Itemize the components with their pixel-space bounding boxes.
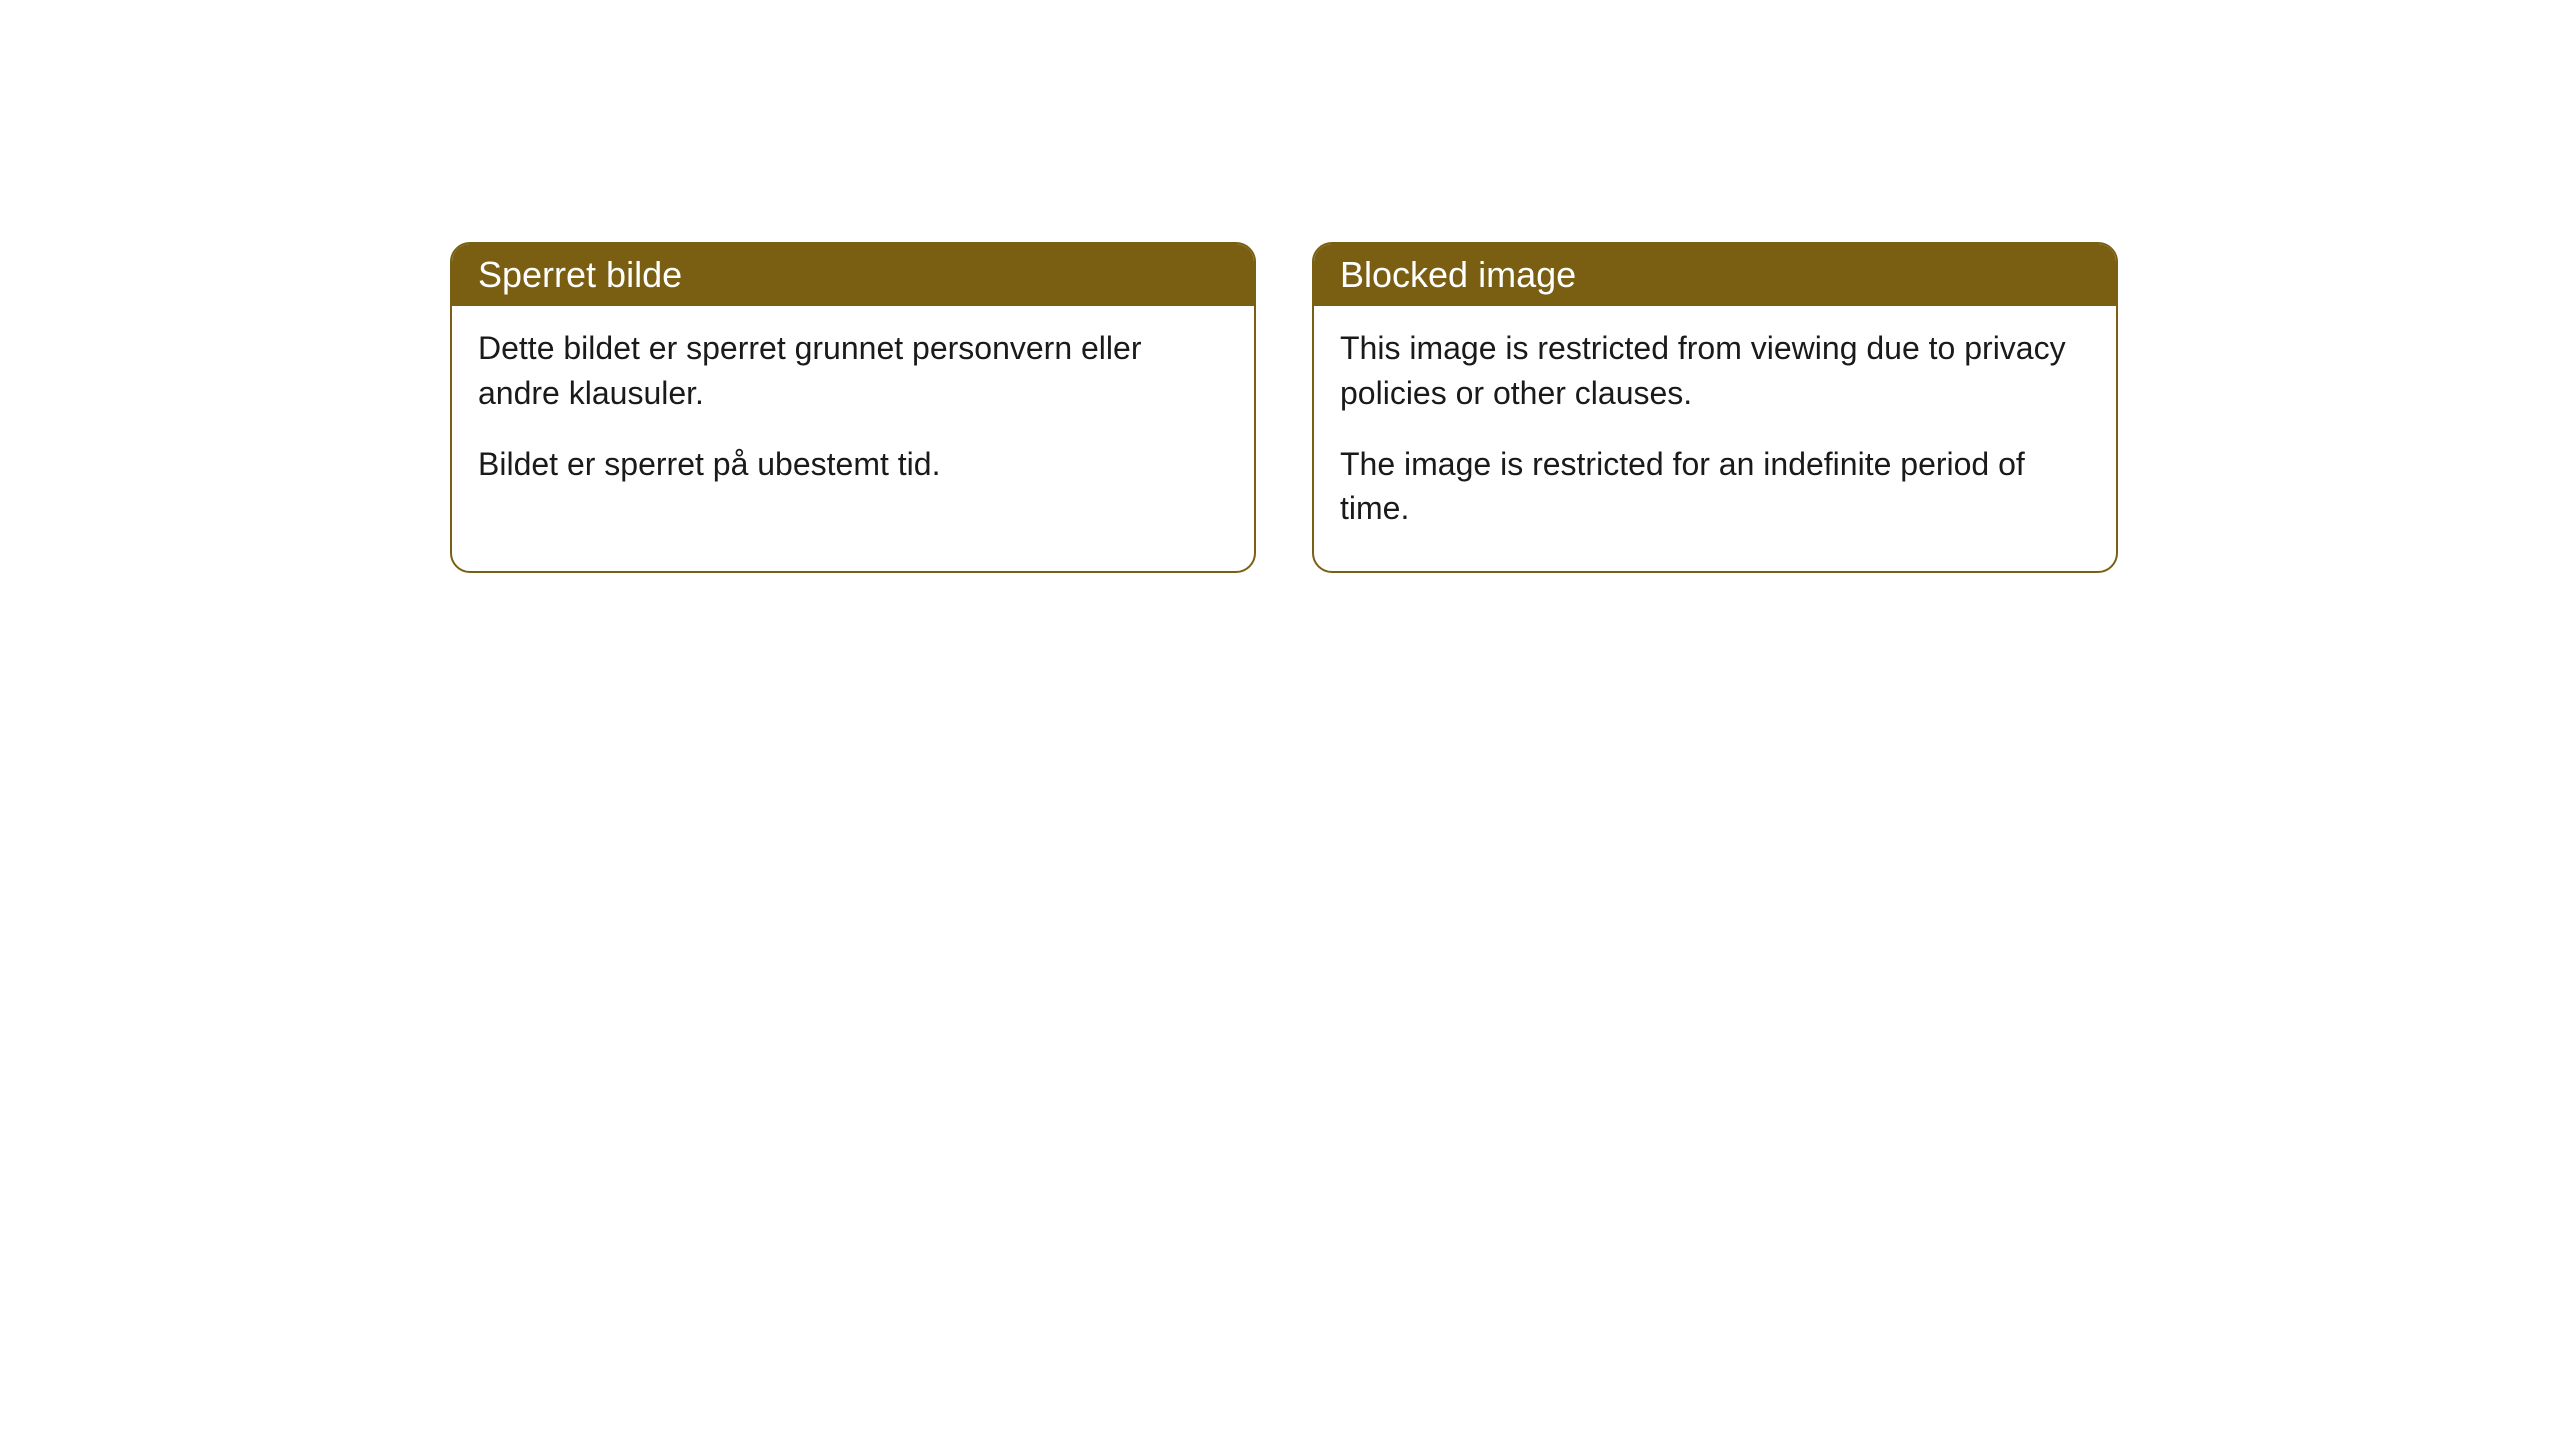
notice-card-norwegian: Sperret bilde Dette bildet er sperret gr… — [450, 242, 1256, 573]
card-paragraph-2: Bildet er sperret på ubestemt tid. — [478, 442, 1228, 487]
card-paragraph-2: The image is restricted for an indefinit… — [1340, 442, 2090, 532]
card-header-norwegian: Sperret bilde — [452, 244, 1254, 306]
card-title: Sperret bilde — [478, 254, 682, 295]
notice-cards-container: Sperret bilde Dette bildet er sperret gr… — [450, 242, 2118, 573]
card-body-english: This image is restricted from viewing du… — [1314, 306, 2116, 571]
notice-card-english: Blocked image This image is restricted f… — [1312, 242, 2118, 573]
card-title: Blocked image — [1340, 254, 1576, 295]
card-paragraph-1: Dette bildet er sperret grunnet personve… — [478, 326, 1228, 416]
card-header-english: Blocked image — [1314, 244, 2116, 306]
card-paragraph-1: This image is restricted from viewing du… — [1340, 326, 2090, 416]
card-body-norwegian: Dette bildet er sperret grunnet personve… — [452, 306, 1254, 526]
